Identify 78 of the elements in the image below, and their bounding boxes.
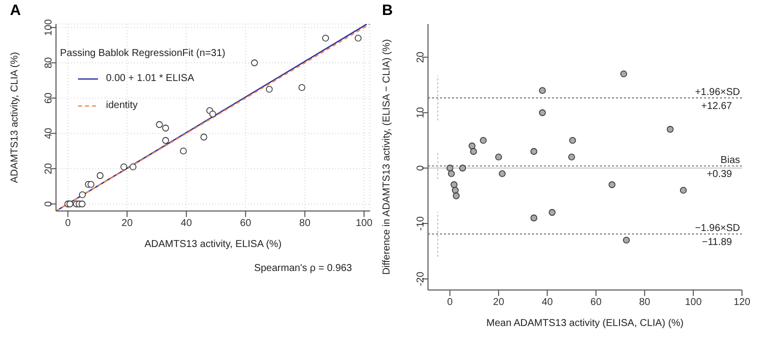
point bbox=[162, 137, 170, 144]
point bbox=[120, 163, 128, 170]
legend-label: identity bbox=[106, 100, 138, 111]
point bbox=[620, 70, 628, 78]
point bbox=[666, 126, 674, 133]
point bbox=[354, 34, 362, 42]
point bbox=[446, 164, 454, 172]
x-tick-label: 20 bbox=[122, 218, 134, 230]
x-axis-title: ADAMTS13 activity, ELISA (%) bbox=[144, 239, 282, 250]
y-tick-label: 60 bbox=[44, 92, 55, 104]
point bbox=[530, 214, 538, 222]
point bbox=[209, 110, 216, 118]
ref-line-label: +1.96×SD +12.67 bbox=[694, 86, 740, 112]
point bbox=[251, 59, 258, 66]
y-tick-label: 20 bbox=[44, 162, 55, 174]
y-tick-label: 10 bbox=[416, 106, 427, 118]
point bbox=[162, 124, 170, 132]
ref-line-label: Bias +0.39 bbox=[706, 154, 740, 180]
y-tick-label: 40 bbox=[44, 127, 55, 139]
point bbox=[680, 186, 687, 194]
chart-title: B bbox=[382, 2, 393, 19]
x-tick-label: 60 bbox=[590, 297, 602, 308]
point bbox=[88, 180, 94, 188]
y-tick-label: -20 bbox=[416, 271, 427, 286]
point bbox=[450, 181, 458, 188]
x-axis-title: Mean ADAMTS13 activity (ELISA, CLIA) (%) bbox=[486, 318, 684, 329]
x-tick-label: 100 bbox=[356, 218, 373, 230]
point bbox=[452, 192, 460, 200]
x-tick-label: 0 bbox=[447, 297, 454, 308]
x-tick-label: 120 bbox=[734, 297, 751, 308]
point bbox=[130, 163, 136, 170]
y-tick-label: 0 bbox=[44, 200, 55, 207]
point bbox=[470, 148, 477, 155]
x-tick-label: 80 bbox=[299, 218, 311, 230]
y-tick-label: -10 bbox=[416, 216, 427, 231]
ref-line-label: −1.96×SD −11.89 bbox=[694, 222, 740, 248]
point bbox=[498, 170, 506, 178]
point bbox=[180, 148, 187, 154]
point bbox=[539, 87, 546, 94]
point bbox=[78, 200, 86, 208]
y-tick-label: 80 bbox=[44, 56, 55, 68]
point bbox=[569, 136, 576, 144]
x-tick-label: 60 bbox=[240, 218, 252, 230]
point bbox=[200, 134, 208, 140]
y-tick-label: 20 bbox=[416, 51, 427, 63]
x-tick-label: 0 bbox=[65, 218, 72, 230]
point bbox=[322, 34, 329, 42]
point bbox=[480, 136, 487, 144]
x-tick-label: 40 bbox=[180, 218, 192, 230]
y-axis-title: ADAMTS13 activity, CLIA (%) bbox=[10, 52, 21, 183]
point bbox=[568, 154, 576, 160]
legend-label: 0.00 + 1.01 * ELISA bbox=[106, 73, 194, 84]
point bbox=[266, 86, 273, 93]
point bbox=[156, 121, 163, 128]
point bbox=[539, 109, 546, 116]
point bbox=[608, 181, 616, 188]
text: Spearman's ρ = 0.963 bbox=[254, 263, 352, 274]
x-tick-label: 100 bbox=[684, 297, 702, 308]
point bbox=[548, 209, 556, 216]
point bbox=[66, 200, 74, 208]
y-axis-title: Difference in ADAMTS13 activity, (ELISA − CLIA) (%) bbox=[382, 39, 393, 275]
point bbox=[452, 186, 459, 194]
point bbox=[96, 172, 104, 179]
point bbox=[468, 142, 476, 150]
chart-title: A bbox=[10, 2, 21, 19]
x-tick-label: 40 bbox=[542, 297, 554, 308]
point bbox=[622, 236, 630, 244]
y-tick-label: 0 bbox=[416, 164, 427, 171]
point bbox=[530, 148, 538, 155]
x-tick-label: 20 bbox=[493, 297, 505, 308]
point bbox=[495, 154, 502, 160]
point bbox=[459, 164, 466, 172]
legend-title: Passing Bablok RegressionFit (n=31) bbox=[60, 48, 226, 59]
point bbox=[78, 191, 86, 198]
x-tick-label: 80 bbox=[639, 297, 651, 308]
point bbox=[298, 84, 306, 91]
point bbox=[448, 170, 455, 178]
y-tick-label: 100 bbox=[44, 18, 55, 36]
